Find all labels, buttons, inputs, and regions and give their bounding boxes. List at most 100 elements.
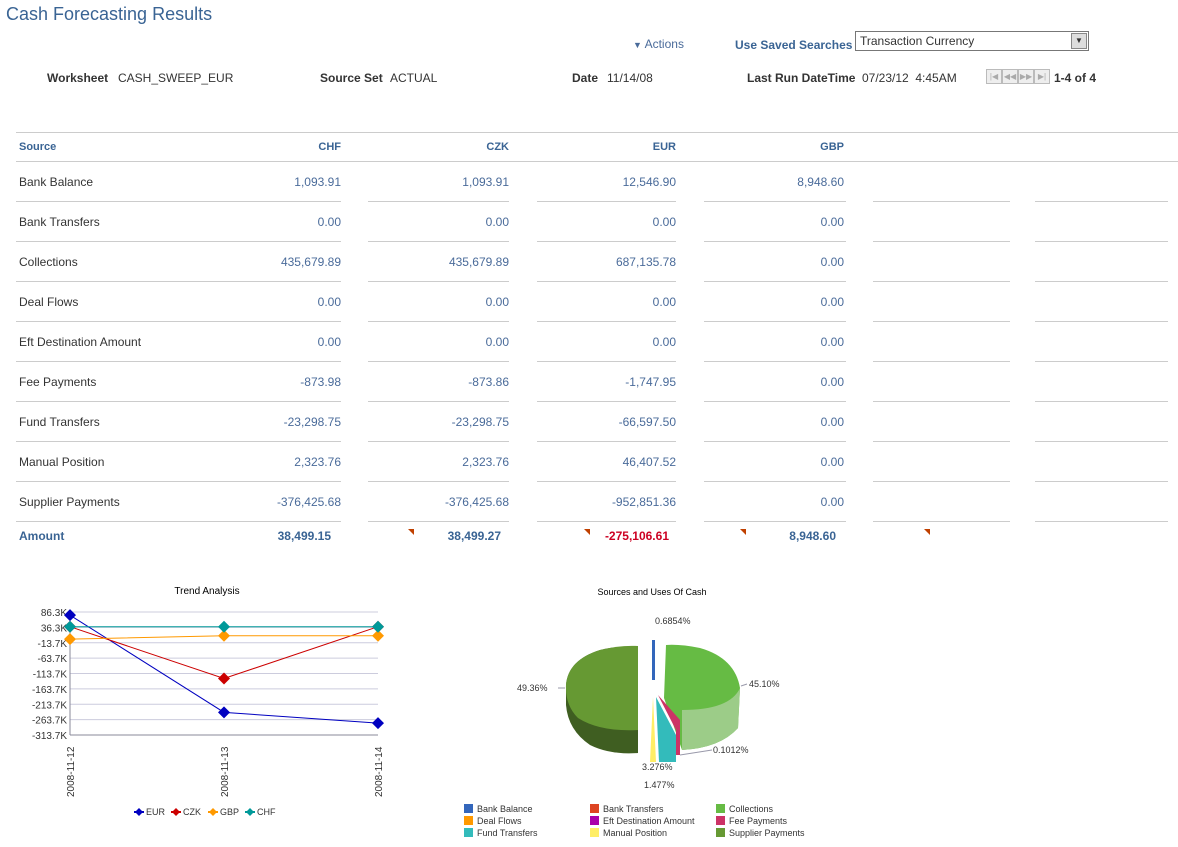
cell-value[interactable]: -23,298.75 <box>283 415 341 429</box>
legend-swatch <box>464 804 473 813</box>
column-header-eur[interactable]: EUR <box>652 141 676 153</box>
total-value: 38,499.15 <box>277 529 331 543</box>
cell-value[interactable]: 0.00 <box>820 495 844 509</box>
cell-value[interactable]: 0.00 <box>317 215 341 229</box>
data-point-EUR <box>372 717 384 730</box>
legend-swatch <box>590 816 599 825</box>
cell-value[interactable]: 2,323.76 <box>294 455 341 469</box>
row-source: Deal Flows <box>19 295 79 309</box>
total-label: Amount <box>19 529 65 543</box>
total-value: -275,106.61 <box>604 529 669 543</box>
column-header-chf[interactable]: CHF <box>318 141 341 153</box>
cell-value[interactable]: 1,093.91 <box>462 175 509 189</box>
cell-value[interactable]: -1,747.95 <box>625 375 676 389</box>
cell-value[interactable]: 0.00 <box>820 215 844 229</box>
cell-value[interactable]: 0.00 <box>820 335 844 349</box>
cell-value[interactable]: 0.00 <box>652 335 676 349</box>
data-point-EUR <box>218 706 230 719</box>
dropdown-arrow-icon[interactable]: ▼ <box>1071 33 1087 49</box>
cell-value[interactable]: 0.00 <box>820 455 844 469</box>
actions-menu[interactable]: ▼ Actions <box>633 37 684 51</box>
cell-value[interactable]: 0.00 <box>485 295 509 309</box>
page-title: Cash Forecasting Results <box>6 4 213 24</box>
cell-value[interactable]: 0.00 <box>317 335 341 349</box>
cell-value[interactable]: 435,679.89 <box>280 255 341 269</box>
cell-value[interactable]: 0.00 <box>652 215 676 229</box>
cell-value[interactable]: 435,679.89 <box>448 255 509 269</box>
slice-label: 49.36% <box>517 683 548 693</box>
total-value: 38,499.27 <box>447 529 501 543</box>
legend-swatch <box>716 804 725 813</box>
cell-value[interactable]: 687,135.78 <box>615 255 676 269</box>
cell-value[interactable]: -952,851.36 <box>611 495 676 509</box>
data-point-GBP <box>218 629 230 642</box>
prev-page-icon[interactable]: ◀◀ <box>1002 69 1018 84</box>
next-page-icon[interactable]: ▶▶ <box>1018 69 1034 84</box>
cell-value[interactable]: -66,597.50 <box>618 415 676 429</box>
column-header-source[interactable]: Source <box>19 141 57 153</box>
row-source: Fee Payments <box>19 375 97 389</box>
y-tick-label: -163.7K <box>32 685 67 696</box>
legend-item-GBP: GBP <box>208 807 239 817</box>
chart-title: Trend Analysis <box>174 586 239 597</box>
cell-value[interactable]: 0.00 <box>652 295 676 309</box>
cell-value[interactable]: 0.00 <box>820 255 844 269</box>
y-tick-label: -113.7K <box>33 670 68 681</box>
legend-item-CZK: CZK <box>171 807 201 817</box>
y-tick-label: 86.3K <box>41 608 67 619</box>
legend-swatch <box>464 828 473 837</box>
cell-value[interactable]: 0.00 <box>317 295 341 309</box>
legend-swatch <box>590 804 599 813</box>
flag-icon <box>740 529 746 535</box>
worksheet-value: CASH_SWEEP_EUR <box>118 71 234 85</box>
cell-value[interactable]: 0.00 <box>820 375 844 389</box>
legend-item: Bank Balance <box>464 804 533 814</box>
cell-value[interactable]: 0.00 <box>820 295 844 309</box>
chart-title: Sources and Uses Of Cash <box>597 587 706 597</box>
row-source: Fund Transfers <box>19 415 100 429</box>
svg-text:CHF: CHF <box>257 807 276 817</box>
legend-swatch <box>716 816 725 825</box>
first-page-icon[interactable]: |◀ <box>986 69 1002 84</box>
column-header-gbp[interactable]: GBP <box>820 141 844 153</box>
svg-text:CZK: CZK <box>183 807 201 817</box>
slice-label: 0.6854% <box>655 616 691 626</box>
cell-value[interactable]: -873.86 <box>468 375 509 389</box>
cell-value[interactable]: 0.00 <box>485 215 509 229</box>
cell-value[interactable]: 46,407.52 <box>622 455 676 469</box>
row-source: Supplier Payments <box>19 495 120 509</box>
pie-slice-manual-position <box>650 697 656 762</box>
legend-swatch <box>464 816 473 825</box>
cell-value[interactable]: -23,298.75 <box>451 415 509 429</box>
date-value: 11/14/08 <box>607 71 653 85</box>
legend-item: Deal Flows <box>464 816 522 826</box>
cell-value[interactable]: 8,948.60 <box>797 175 844 189</box>
cell-value[interactable]: 0.00 <box>485 335 509 349</box>
pie-slice-bank-balance <box>652 640 655 680</box>
legend-item: Fee Payments <box>716 816 787 826</box>
pager-count: 1-4 of 4 <box>1054 71 1097 85</box>
legend-swatch <box>590 828 599 837</box>
total-value: 8,948.60 <box>789 529 836 543</box>
column-header-czk[interactable]: CZK <box>486 141 509 153</box>
cell-value[interactable]: 0.00 <box>820 415 844 429</box>
legend-item: Manual Position <box>590 828 667 838</box>
data-point-CZK <box>218 672 230 685</box>
row-source: Bank Transfers <box>19 215 100 229</box>
cell-value[interactable]: 1,093.91 <box>294 175 341 189</box>
cell-value[interactable]: 2,323.76 <box>462 455 509 469</box>
last-page-icon[interactable]: ▶| <box>1034 69 1050 84</box>
cell-value[interactable]: -873.98 <box>300 375 341 389</box>
y-tick-label: -313.7K <box>32 731 67 742</box>
source-set-label: Source Set <box>320 71 383 85</box>
pie-slice-fee-payments <box>658 695 680 755</box>
y-tick-label: 36.3K <box>41 623 67 634</box>
legend-item: Fund Transfers <box>464 828 538 838</box>
cell-value[interactable]: -376,425.68 <box>276 495 341 509</box>
data-point-CHF <box>64 620 76 633</box>
y-tick-label: -213.7K <box>32 700 67 711</box>
cell-value[interactable]: 12,546.90 <box>622 175 676 189</box>
cell-value[interactable]: -376,425.68 <box>444 495 509 509</box>
data-point-GBP <box>64 633 76 646</box>
saved-search-select[interactable]: Transaction Currency ▼ <box>855 31 1089 51</box>
